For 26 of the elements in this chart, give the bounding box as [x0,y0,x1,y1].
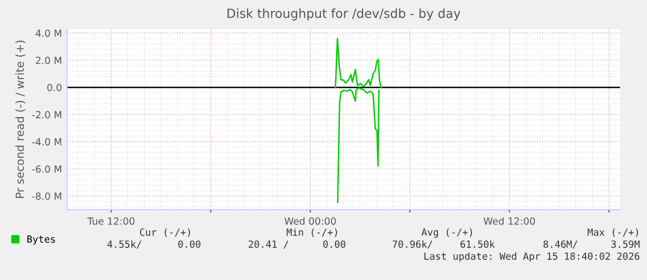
x-tick-label: Tue 12:00 [87,217,134,225]
chart-title: Disk throughput for /dev/sdb - by day [228,8,460,20]
text: 4.55k/ [107,240,142,249]
y-tick-label: -4.0 M [32,138,62,146]
y-tick-label: -8.0 M [32,192,62,200]
y-tick-label: 4.0 M [36,30,62,37]
y-tick-label: -6.0 M [32,165,62,173]
y-axis-title: Pr second read (-) / write (+) [15,40,26,198]
y-tick-label: 2.0 M [36,56,62,64]
text: 0.00 [323,240,346,248]
text: Cur (-/+) [140,228,190,237]
text: 70.96k/ [392,240,432,249]
text: Last update: Wed Apr 15 18:40:02 2026 [424,252,640,262]
text: 3.59M [611,240,640,248]
legend-label: Bytes [27,236,55,245]
y-tick-label: 0.0 [47,84,62,92]
y-tick-label: -2.0 M [32,111,62,118]
text: Avg (-/+) [422,228,472,238]
x-tick-label: Wed 12:00 [484,217,535,225]
text: 8.46M/ [544,240,578,249]
text: Max (-/+) [588,228,638,237]
x-tick-label: Wed 00:00 [284,217,336,225]
text: 20.41 / [248,240,288,249]
text: Min (-/+) [286,228,337,237]
text: 61.50k [460,240,495,248]
text: 0.00 [178,240,200,248]
